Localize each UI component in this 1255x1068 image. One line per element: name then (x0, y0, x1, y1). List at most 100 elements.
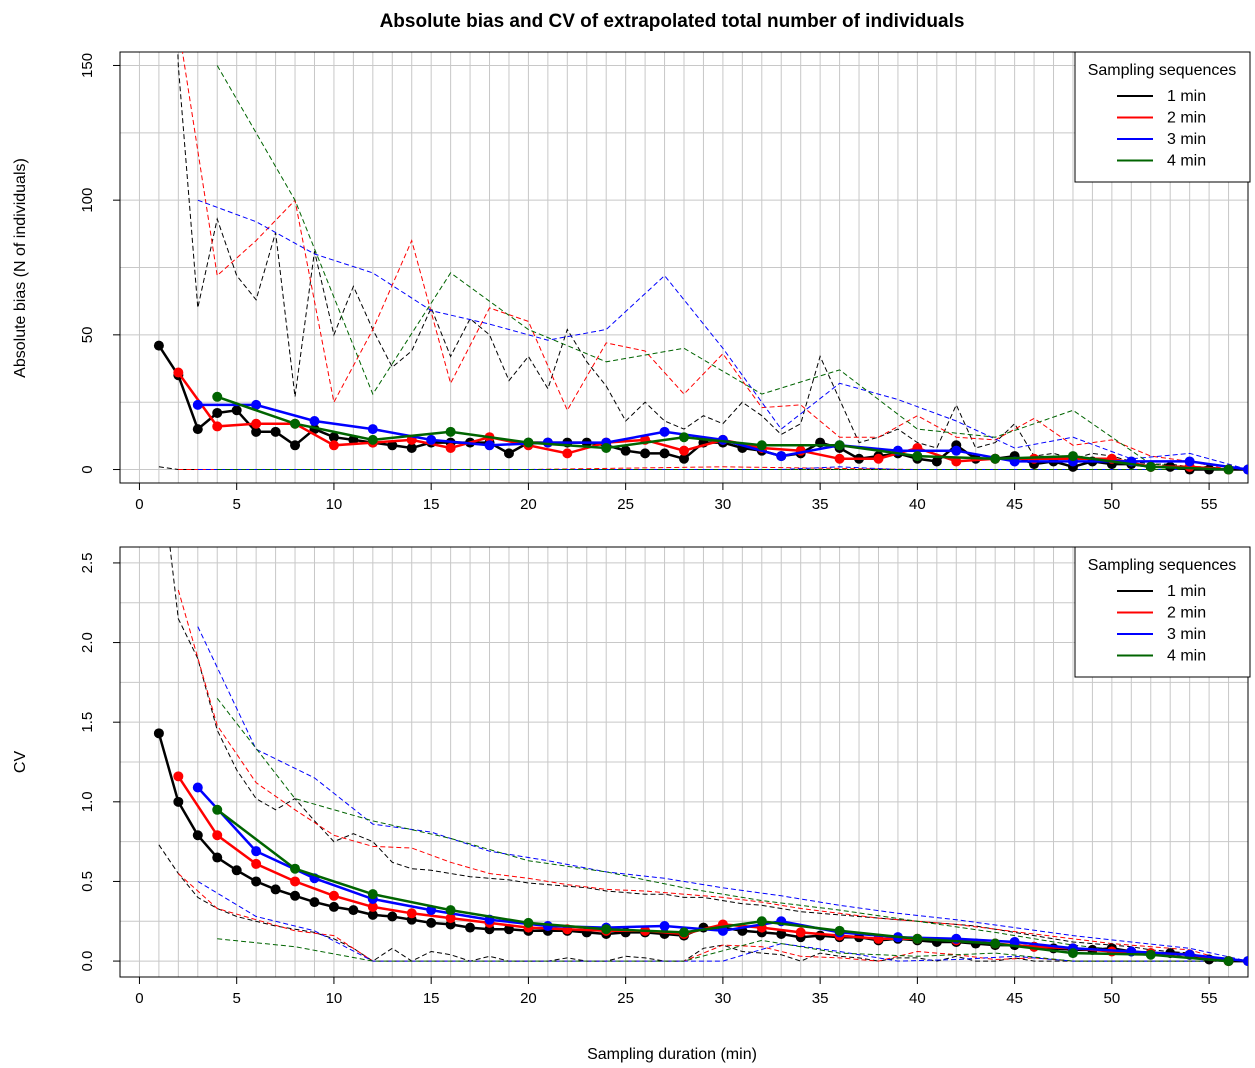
bottom-series-3min-point (542, 921, 553, 932)
top-series-2min-point (873, 453, 884, 464)
top-x-tick-label: 0 (135, 496, 143, 513)
bottom-series-2min-point (290, 876, 301, 887)
top-legend: Sampling sequences 1 min 2 min 3 min 4 min (1074, 51, 1251, 183)
top-y-tick-label: 100 (79, 188, 96, 213)
top-series-3min-point (367, 424, 378, 435)
top-series-3min-point (1243, 464, 1248, 475)
bottom-series-2min-point (795, 927, 806, 938)
bottom-legend: Sampling sequences 1 min 2 min 3 min 4 min (1074, 546, 1251, 678)
bottom-series-1min-point (251, 876, 262, 887)
top-legend-label: 3 min (1167, 131, 1206, 148)
bottom-series-2min-upper-line (177, 589, 1229, 962)
top-series-layer (153, 52, 1248, 475)
bottom-series-4min-point (679, 927, 689, 938)
top-series-3min-point (484, 440, 495, 451)
top-series-3min-point (251, 399, 262, 410)
top-series-3min-point (1184, 456, 1195, 467)
top-series-4min-point (756, 440, 767, 451)
bottom-series-2min-point (251, 858, 262, 869)
top-series-1min-point (387, 440, 398, 451)
top-x-tick-label: 40 (909, 496, 926, 513)
bottom-legend-title: Sampling sequences (1088, 557, 1237, 574)
bottom-series-3min-lower-line (197, 880, 1248, 962)
top-x-tick-label: 35 (812, 496, 829, 513)
bottom-series-1min-point (290, 890, 301, 901)
bottom-series-1min-point (815, 930, 826, 941)
bottom-series-3min-point (251, 846, 262, 857)
bottom-series-4min-point (834, 925, 845, 936)
top-x-tick-label: 25 (617, 496, 634, 513)
top-axes: 0 5 10 15 20 25 30 35 40 45 50 55 0 50 100 150 (79, 53, 1217, 513)
top-series-2min-point (834, 453, 845, 464)
bottom-series-4min-point (1145, 949, 1156, 960)
bottom-x-tick-label: 30 (715, 990, 732, 1007)
top-series-2min-point (679, 445, 689, 456)
top-x-tick-label: 30 (715, 496, 732, 513)
top-legend-title: Sampling sequences (1088, 62, 1237, 79)
bottom-legend-label: 2 min (1167, 605, 1206, 622)
bottom-ylabel: CV (12, 751, 29, 774)
bottom-series-2min-point (367, 901, 378, 912)
bottom-y-tick-label: 0.5 (79, 871, 96, 892)
top-series-1min-point (290, 440, 301, 451)
bottom-series-4min-point (912, 933, 923, 944)
bottom-series-4min-point (601, 924, 612, 935)
top-plot-box (119, 51, 1249, 484)
top-series-2min-point (951, 456, 962, 467)
bottom-legend-label: 1 min (1167, 583, 1206, 600)
bottom-series-2min-point (406, 908, 417, 919)
bottom-series-4min-point (1067, 948, 1078, 959)
bottom-axes: 0 5 10 15 20 25 30 35 40 45 50 55 0.0 0.5 1.0 1.5 2.0 2.5 (79, 552, 1217, 1007)
top-series-3min-point (776, 451, 787, 462)
top-series-4min-upper-line (216, 65, 1229, 470)
bottom-series-4min-point (445, 905, 456, 916)
top-series-2min-mean-line (177, 371, 1229, 471)
bottom-x-tick-label: 10 (326, 990, 343, 1007)
top-x-tick-label: 55 (1201, 496, 1218, 513)
top-series-1min-point (212, 407, 223, 418)
top-series-1min-point (231, 405, 242, 416)
bottom-y-tick-label: 0.0 (79, 951, 96, 972)
top-series-4min-point (601, 442, 612, 453)
bottom-series-1min-point (465, 922, 476, 933)
bottom-series-2min-point (445, 913, 456, 924)
top-legend-label: 4 min (1167, 153, 1206, 170)
top-series-4min-point (523, 437, 534, 448)
top-series-4min-mean (212, 391, 1234, 475)
bottom-plot-box (119, 546, 1249, 978)
top-series-4min (216, 65, 1229, 470)
bottom-series-1min-point (328, 901, 339, 912)
top-series-1min-point (251, 426, 262, 437)
bottom-series-1min-point (212, 852, 223, 863)
top-series-1min-point (406, 442, 417, 453)
bottom-series-1min-point (367, 909, 378, 920)
bottom-x-tick-label: 50 (1104, 990, 1121, 1007)
bottom-x-tick-label: 45 (1006, 990, 1023, 1007)
top-y-tick-label: 0 (79, 465, 96, 473)
bottom-x-tick-label: 5 (233, 990, 241, 1007)
bottom-x-tick-label: 40 (909, 990, 926, 1007)
bottom-series-1min-point (231, 865, 242, 876)
bottom-series-2min-point (212, 830, 223, 841)
top-x-tick-label: 20 (520, 496, 537, 513)
top-series-2min-point (173, 367, 184, 378)
top-series-4min-point (1067, 451, 1078, 462)
bottom-legend-label: 3 min (1167, 626, 1206, 643)
top-series-1min-point (192, 424, 203, 435)
top-series-4min-point (290, 418, 301, 429)
top-series-1min-point (153, 340, 164, 351)
top-series-3min-point (951, 445, 962, 456)
bottom-series-4min-mean-line (216, 808, 1229, 963)
top-y-tick-label: 150 (79, 53, 96, 78)
top-series-3min-point (426, 434, 437, 445)
top-series-4min-point (212, 391, 223, 402)
top-series-4min-point (990, 453, 1001, 464)
bottom-series-1min-point (270, 884, 281, 895)
top-series-3min-point (659, 426, 670, 437)
bottom-series-4min-point (523, 917, 534, 928)
top-series-2min-point (251, 418, 262, 429)
top-series-4min-point (834, 440, 845, 451)
bottom-series-3min-point (192, 782, 203, 793)
top-series-1min-point (931, 456, 942, 467)
bottom-series-2min-point (173, 771, 184, 782)
